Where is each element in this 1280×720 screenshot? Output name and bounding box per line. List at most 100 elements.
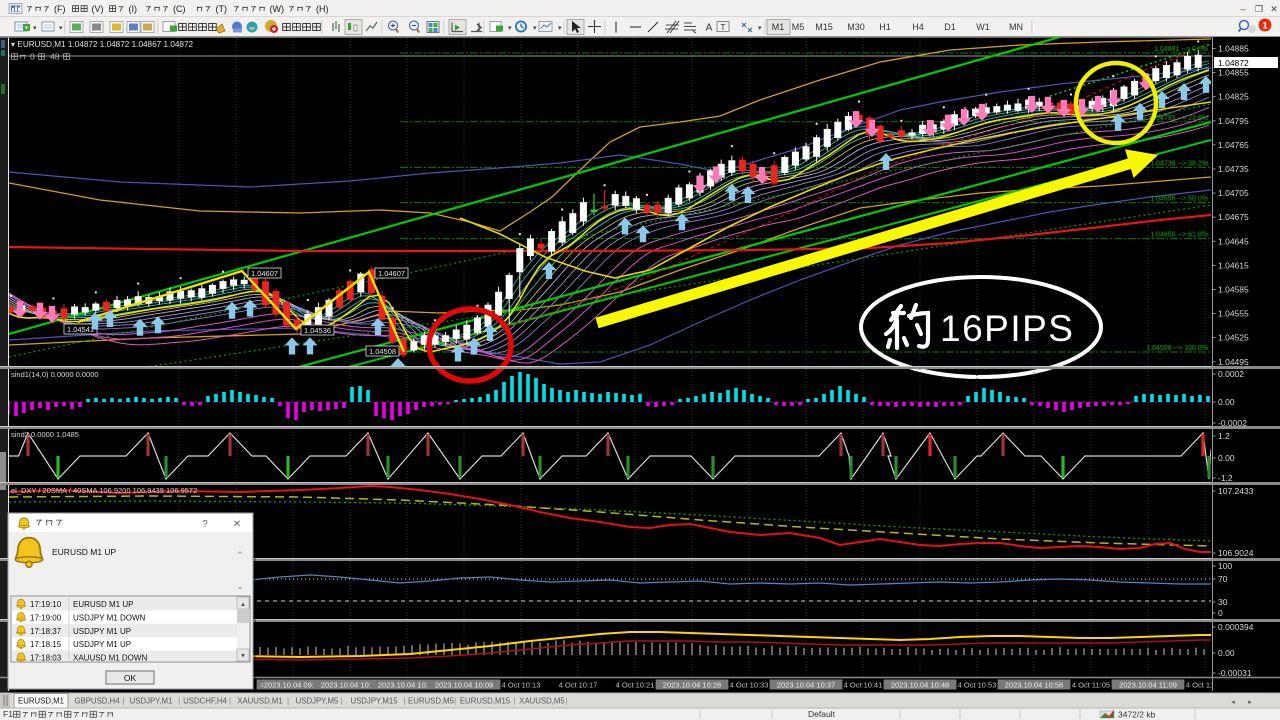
svg-text:2023.10.04 09:56: 2023.10.04 09:56 xyxy=(264,681,322,690)
svg-text:1.04735: 1.04735 xyxy=(1218,164,1249,174)
svg-text:1: 1 xyxy=(1262,21,1267,31)
svg-text:100: 100 xyxy=(1218,561,1232,571)
svg-text:EURUSD M1 UP: EURUSD M1 UP xyxy=(73,600,133,609)
svg-text:(V): (V) xyxy=(92,4,104,14)
svg-text:0.00: 0.00 xyxy=(1218,648,1235,658)
svg-text:EURUSD,M1: EURUSD,M1 xyxy=(18,697,64,706)
svg-text:|: | xyxy=(340,697,342,706)
svg-text:✕: ✕ xyxy=(1270,4,1278,14)
svg-text:4 Oct 11:05: 4 Oct 11:05 xyxy=(1072,681,1110,690)
svg-text:1.04650 --> 61.8%: 1.04650 --> 61.8% xyxy=(1150,232,1208,239)
svg-text:⌃: ⌃ xyxy=(236,550,244,560)
svg-text:el_DXY / 20SMA / 40SMA 106.920: el_DXY / 20SMA / 40SMA 106.9200 106.9439… xyxy=(11,486,197,495)
svg-text:106.9024: 106.9024 xyxy=(1218,548,1254,558)
svg-text:|: | xyxy=(122,697,124,706)
svg-text:1.04607: 1.04607 xyxy=(378,269,405,278)
svg-text:1.04885: 1.04885 xyxy=(1218,44,1249,54)
svg-text:◂: ◂ xyxy=(1231,699,1235,706)
svg-text:(F): (F) xyxy=(54,4,66,14)
svg-text:0.000394: 0.000394 xyxy=(1218,622,1254,632)
svg-text:17:18:03: 17:18:03 xyxy=(30,654,62,663)
svg-text:▾: ▾ xyxy=(758,25,762,32)
svg-text:T: T xyxy=(720,22,725,32)
svg-text:4: 4 xyxy=(260,681,264,690)
svg-text:M30: M30 xyxy=(847,22,865,32)
svg-text:F1: F1 xyxy=(3,709,13,719)
svg-text:1.04555: 1.04555 xyxy=(1218,309,1249,319)
svg-text:Default: Default xyxy=(808,709,836,719)
svg-text:|: | xyxy=(566,697,568,706)
svg-text:1.2: 1.2 xyxy=(1218,431,1230,441)
svg-text:(H): (H) xyxy=(316,4,329,14)
svg-text:4 Oct 11:13: 4 Oct 11:13 xyxy=(1186,681,1224,690)
svg-text:USDCHF,H4: USDCHF,H4 xyxy=(183,697,227,706)
svg-text:48: 48 xyxy=(50,52,60,62)
svg-text:2023.10.04 10:37: 2023.10.04 10:37 xyxy=(777,681,835,690)
svg-text:▼: ▼ xyxy=(240,654,246,660)
svg-text:sind2 0.0000 1.0485: sind2 0.0000 1.0485 xyxy=(11,430,79,439)
svg-text:0.00: 0.00 xyxy=(1218,453,1235,463)
svg-text:1.04615: 1.04615 xyxy=(1218,260,1249,270)
svg-text:H4: H4 xyxy=(912,22,924,32)
svg-text:USDJPY M1 UP: USDJPY M1 UP xyxy=(73,627,131,636)
svg-text:2023.10.04 10:28: 2023.10.04 10:28 xyxy=(663,681,721,690)
svg-text:2023.10.04 10:05: 2023.10.04 10:05 xyxy=(378,681,436,690)
svg-text:70: 70 xyxy=(1218,574,1228,584)
svg-text:107.2433: 107.2433 xyxy=(1218,486,1254,496)
svg-text:4 Oct 10:41: 4 Oct 10:41 xyxy=(844,681,883,690)
svg-text:4 Oct 10:17: 4 Oct 10:17 xyxy=(559,681,598,690)
svg-text:USDJPY,M15: USDJPY,M15 xyxy=(350,697,398,706)
svg-text:(W): (W) xyxy=(270,4,285,14)
svg-text:|: | xyxy=(513,697,515,706)
svg-text:EURUSD,M5: EURUSD,M5 xyxy=(408,697,455,706)
svg-text:1.04825: 1.04825 xyxy=(1218,92,1249,102)
svg-text:2023.10.04 11:09: 2023.10.04 11:09 xyxy=(1119,681,1177,690)
svg-text:1.04855: 1.04855 xyxy=(1218,68,1249,78)
svg-text:-0.00031: -0.00031 xyxy=(1218,668,1252,678)
svg-text:EURUSD,M15: EURUSD,M15 xyxy=(460,697,511,706)
svg-text:1.04695 --> 50.0%: 1.04695 --> 50.0% xyxy=(1150,196,1208,203)
svg-text:M1: M1 xyxy=(772,22,785,32)
svg-text:1.04765: 1.04765 xyxy=(1218,140,1249,150)
svg-text:4 Oct 10:21: 4 Oct 10:21 xyxy=(616,681,655,690)
svg-text:0.00: 0.00 xyxy=(1218,397,1235,407)
svg-text:XAUUSD M1 DOWN: XAUUSD M1 DOWN xyxy=(73,654,147,663)
svg-text:USDJPY M1 UP: USDJPY M1 UP xyxy=(73,640,131,649)
svg-text:0: 0 xyxy=(1218,608,1223,618)
svg-text:▾ EURUSD,M1 1.04872 1.04872 1: ▾ EURUSD,M1 1.04872 1.04872 1.04867 1.04… xyxy=(11,40,194,49)
svg-text:–: – xyxy=(1240,4,1245,14)
svg-text:✕: ✕ xyxy=(233,519,241,530)
svg-text:1.04536: 1.04536 xyxy=(304,326,331,335)
svg-text:30: 30 xyxy=(1218,597,1228,607)
svg-text:M5: M5 xyxy=(792,22,805,32)
svg-text:1.04793 --> 23.6%: 1.04793 --> 23.6% xyxy=(1150,115,1208,122)
svg-text:MN: MN xyxy=(1009,22,1023,32)
svg-text:4 Oct 10:53: 4 Oct 10:53 xyxy=(958,681,997,690)
svg-text:2023.10.04 10:09: 2023.10.04 10:09 xyxy=(435,681,493,690)
svg-text:▾: ▾ xyxy=(558,25,562,32)
svg-text:|: | xyxy=(229,697,231,706)
svg-text:OK: OK xyxy=(124,673,137,683)
svg-text:(T): (T) xyxy=(216,4,228,14)
svg-text:XAUUSD,M5: XAUUSD,M5 xyxy=(519,697,565,706)
svg-text:⌄: ⌄ xyxy=(236,581,244,591)
svg-text:USDJPY,M1: USDJPY,M1 xyxy=(130,697,173,706)
svg-text:17:18:15: 17:18:15 xyxy=(30,640,62,649)
svg-text:|: | xyxy=(178,697,180,706)
svg-text:(C): (C) xyxy=(173,4,186,14)
svg-text:D1: D1 xyxy=(944,22,956,32)
svg-text:❐: ❐ xyxy=(1255,4,1263,14)
svg-text:1.04607: 1.04607 xyxy=(251,269,278,278)
svg-text:|: | xyxy=(403,697,405,706)
svg-text:1.04585: 1.04585 xyxy=(1218,285,1249,295)
svg-text:▲: ▲ xyxy=(240,602,246,608)
svg-text:USDJPY M1 DOWN: USDJPY M1 DOWN xyxy=(73,613,146,622)
svg-text:A: A xyxy=(706,23,713,34)
svg-text:|: | xyxy=(454,697,456,706)
svg-text:4 Oct 10:13: 4 Oct 10:13 xyxy=(502,681,541,690)
svg-text:2023.10.04 10:48: 2023.10.04 10:48 xyxy=(891,681,949,690)
svg-text:(I): (I) xyxy=(129,4,138,14)
svg-text:1.04795: 1.04795 xyxy=(1218,116,1249,126)
svg-text:3472/2 kb: 3472/2 kb xyxy=(1118,710,1156,720)
svg-text:▾: ▾ xyxy=(33,25,37,32)
